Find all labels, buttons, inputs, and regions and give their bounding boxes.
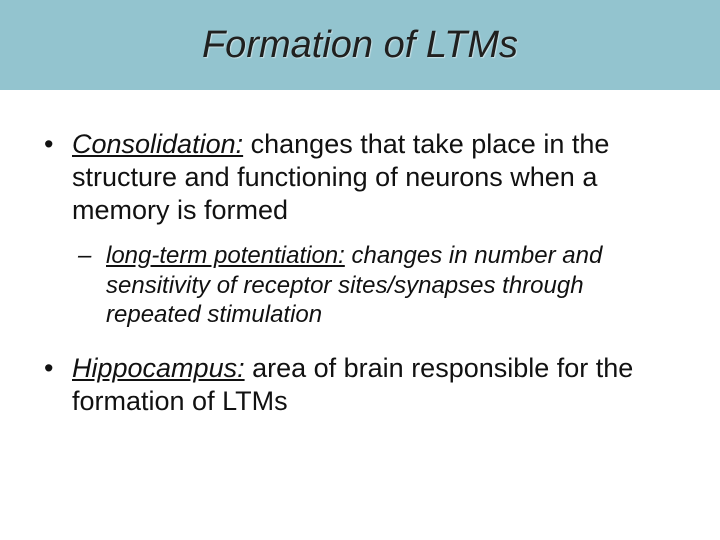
title-band: Formation of LTMs	[0, 0, 720, 90]
bullet-text: Hippocampus: area of brain responsible f…	[72, 352, 676, 418]
bullet-marker: •	[44, 128, 72, 227]
bullet-marker: –	[78, 241, 106, 330]
bullet-text: long-term potentiation: changes in numbe…	[106, 241, 676, 330]
term-consolidation: Consolidation:	[72, 129, 243, 159]
bullet-item: • Consolidation: changes that take place…	[44, 128, 676, 227]
slide-body: • Consolidation: changes that take place…	[0, 90, 720, 418]
bullet-item: • Hippocampus: area of brain responsible…	[44, 352, 676, 418]
sub-bullet-item: – long-term potentiation: changes in num…	[78, 241, 676, 330]
bullet-marker: •	[44, 352, 72, 418]
term-ltp: long-term potentiation:	[106, 242, 345, 269]
term-hippocampus: Hippocampus:	[72, 353, 245, 383]
bullet-text: Consolidation: changes that take place i…	[72, 128, 676, 227]
slide-title: Formation of LTMs	[202, 24, 518, 67]
